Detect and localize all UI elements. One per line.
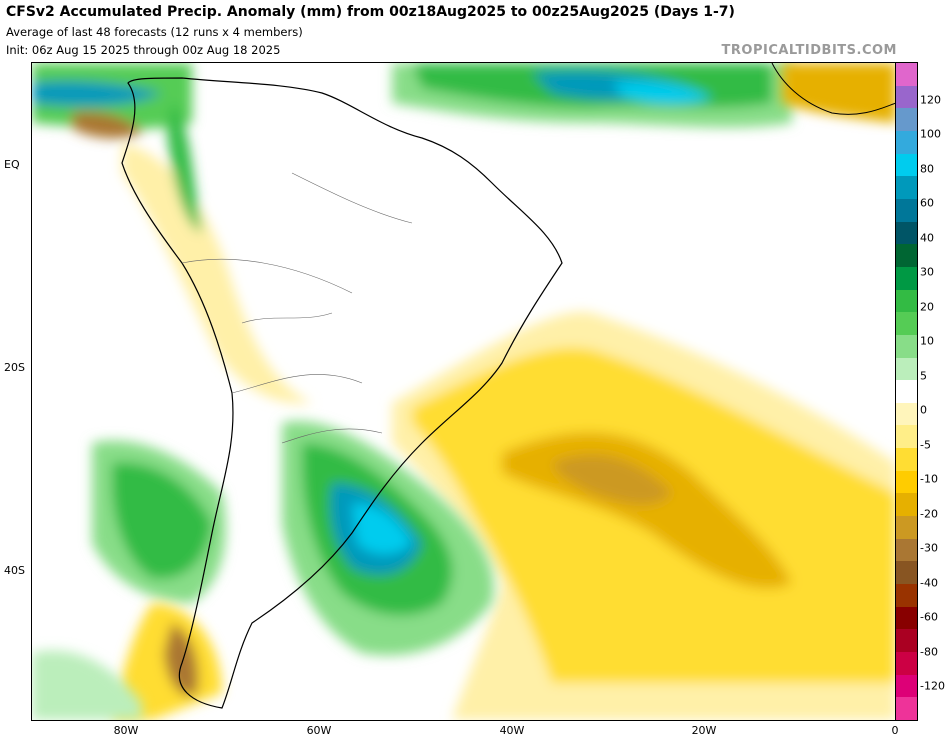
colorbar-segment [896,130,917,155]
colorbar-segment [896,176,917,200]
colorbar-segment [896,674,917,698]
brand-watermark: TROPICALTIDBITS.COM [721,43,897,58]
lat-label-eq: EQ [4,158,20,171]
colorbar-segment [896,221,917,245]
map-canvas [31,62,897,721]
la-plata-wet [282,421,494,656]
country-borders [181,172,413,444]
north-coast-wet [392,63,792,128]
colorbar-segment [896,153,917,177]
colorbar-segment [896,516,917,540]
northwest-region [32,63,312,404]
lon-label-20w: 20W [691,724,717,737]
colorbar-segment [896,63,917,87]
chart-subtitle: Average of last 48 forecasts (12 runs x … [6,25,303,39]
colorbar-segment [896,652,917,676]
colorbar-segment [896,289,917,313]
anomaly-map [32,63,896,720]
colorbar-segment [896,266,917,291]
colorbar-label: -120 [920,679,945,693]
colorbar-segment [896,198,917,223]
colorbar-label: 5 [920,369,927,383]
colorbar-label: 0 [920,403,927,417]
colorbar-segment [896,108,917,132]
africa-dry [782,63,896,123]
lon-label-40w: 40W [499,724,525,737]
lon-label-60w: 60W [306,724,332,737]
colorbar-label: 10 [920,334,934,348]
colorbar-label: 20 [920,300,934,314]
colorbar-segment [896,538,917,562]
colorbar-label: 120 [920,93,941,107]
lat-label-40s: 40S [4,564,25,577]
lon-label-80w: 80W [113,724,139,737]
lon-label-0: 0 [891,724,899,737]
colorbar-label: -20 [920,507,938,521]
africa-coastline [771,63,896,115]
colorbar-segment [896,357,917,381]
colorbar-segment [896,470,917,494]
chart-title: CFSv2 Accumulated Precip. Anomaly (mm) f… [6,4,735,20]
colorbar-label: -5 [920,438,931,452]
colorbar-segment [896,380,917,404]
colorbar-segment [896,425,917,449]
colorbar-label: -30 [920,541,938,555]
colorbar-segment [896,697,917,721]
southern-chile-wet [92,440,226,603]
colorbar-label: 30 [920,265,934,279]
colorbar-segment [896,402,917,426]
colorbar-segment [896,584,917,608]
south-atlantic-dry [392,311,896,720]
southwest-green [32,650,142,720]
init-info: Init: 06z Aug 15 2025 through 00z Aug 18… [6,43,281,57]
colorbar-label: 80 [920,162,934,176]
colorbar-segment [896,606,917,630]
colorbar-label: -60 [920,610,938,624]
colorbar-segment [896,85,917,109]
colorbar-label: -80 [920,645,938,659]
colorbar-label: 100 [920,127,941,141]
colorbar-label: -40 [920,576,938,590]
patagonia-dry [112,603,222,720]
colorbar-segment [896,561,917,585]
colorbar-segment [896,334,917,358]
colorbar-label: 40 [920,231,934,245]
colorbar-segment [896,493,917,517]
lat-label-20s: 20S [4,361,25,374]
colorbar [895,62,918,721]
colorbar-segment [896,244,917,268]
colorbar-segment [896,312,917,336]
colorbar-label: 60 [920,196,934,210]
coastline [121,77,563,709]
colorbar-segment [896,629,917,653]
colorbar-segment [896,448,917,472]
colorbar-label: -10 [920,472,938,486]
